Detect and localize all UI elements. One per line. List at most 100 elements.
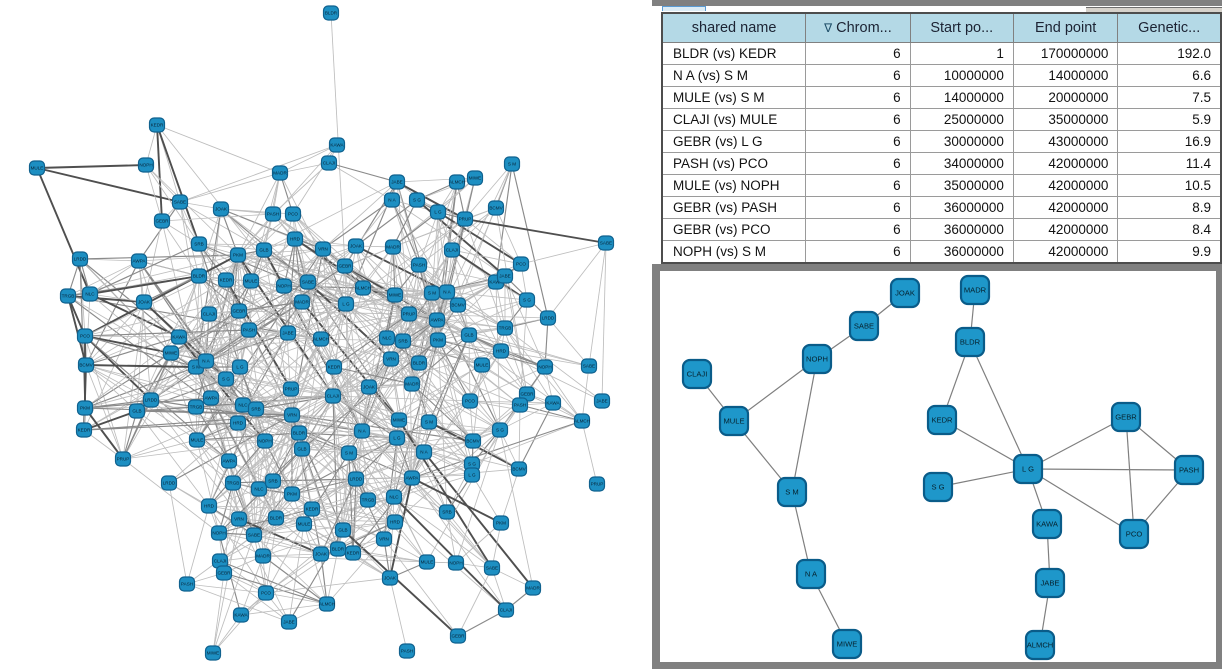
network-node[interactable]: SRB bbox=[247, 401, 265, 417]
table-cell[interactable]: 170000000 bbox=[1012, 42, 1119, 65]
table-cell[interactable]: 16.9 bbox=[1117, 130, 1221, 153]
network-node[interactable]: ALMCH bbox=[354, 280, 372, 296]
network-node-sabe[interactable]: SABE bbox=[848, 310, 880, 342]
network-node[interactable]: LRDD bbox=[71, 251, 89, 267]
network-node[interactable]: ALMCH bbox=[448, 174, 466, 190]
network-node[interactable]: KAWA bbox=[170, 329, 188, 345]
table-cell[interactable]: 14000000 bbox=[1012, 64, 1119, 87]
network-node[interactable]: VRN bbox=[230, 511, 248, 527]
network-node[interactable]: PKM bbox=[492, 515, 510, 531]
network-edge[interactable] bbox=[1027, 468, 1190, 471]
network-node[interactable]: HRD bbox=[492, 343, 510, 359]
network-node[interactable]: NOPH bbox=[137, 157, 155, 173]
network-node[interactable]: SRB bbox=[438, 504, 456, 520]
table-cell[interactable]: 42000000 bbox=[1012, 152, 1119, 175]
table-cell[interactable]: GEBR (vs) PASH bbox=[662, 196, 807, 219]
network-node[interactable]: JOAK bbox=[212, 201, 230, 217]
network-node[interactable]: JOAK bbox=[360, 379, 378, 395]
table-cell[interactable]: 42000000 bbox=[1012, 174, 1119, 197]
network-node[interactable]: PCO bbox=[461, 393, 479, 409]
network-node-miwe[interactable]: MIWE bbox=[831, 628, 863, 660]
table-cell[interactable]: 20000000 bbox=[1012, 86, 1119, 109]
network-node-madr[interactable]: MADR bbox=[959, 274, 991, 306]
network-node[interactable]: HRD bbox=[229, 415, 247, 431]
network-node[interactable]: MADR bbox=[524, 580, 542, 596]
network-node[interactable]: S G bbox=[491, 422, 509, 438]
network-node[interactable]: SRB bbox=[190, 236, 208, 252]
table-cell[interactable]: 36000000 bbox=[909, 240, 1014, 263]
column-header-endpoint[interactable]: End point bbox=[1012, 13, 1119, 43]
table-cell[interactable]: 43000000 bbox=[1012, 130, 1119, 153]
table-cell[interactable]: MULE (vs) S M bbox=[662, 86, 807, 109]
network-node[interactable]: LRDD bbox=[347, 471, 365, 487]
table-cell[interactable]: MULE (vs) NOPH bbox=[662, 174, 807, 197]
table-cell[interactable]: 6 bbox=[805, 64, 911, 87]
table-cell[interactable]: 6 bbox=[805, 42, 911, 65]
network-node[interactable]: NLC bbox=[378, 330, 396, 346]
network-node[interactable]: CLAJI bbox=[200, 306, 218, 322]
network-node[interactable]: SABE bbox=[580, 358, 598, 374]
network-node[interactable]: AWPA bbox=[220, 453, 238, 469]
network-node[interactable]: BCMV bbox=[77, 357, 95, 373]
network-node[interactable]: L G bbox=[231, 359, 249, 375]
network-node[interactable]: KAWA bbox=[328, 137, 346, 153]
network-node[interactable]: BLDR bbox=[190, 268, 208, 284]
network-node-joak[interactable]: JOAK bbox=[889, 277, 921, 309]
network-node[interactable]: N A bbox=[197, 353, 215, 369]
network-node[interactable]: TRGB bbox=[59, 288, 77, 304]
network-node[interactable]: KEDR bbox=[75, 422, 93, 438]
network-node[interactable]: KEDR bbox=[303, 501, 321, 517]
network-node[interactable]: VRN bbox=[283, 407, 301, 423]
table-cell[interactable]: GEBR (vs) L G bbox=[662, 130, 807, 153]
network-node[interactable]: N A bbox=[415, 444, 433, 460]
table-cell[interactable]: 6 bbox=[805, 174, 911, 197]
network-node[interactable]: MADR bbox=[271, 165, 289, 181]
network-node[interactable]: NOPH bbox=[536, 359, 554, 375]
network-node[interactable]: GEBR bbox=[449, 628, 467, 644]
table-row[interactable]: N A (vs) S M 6 10000000 14000000 6.6 bbox=[662, 64, 1221, 87]
table-cell[interactable]: 9.9 bbox=[1117, 240, 1221, 263]
network-node[interactable]: PRUP bbox=[456, 211, 474, 227]
network-node[interactable]: VRN bbox=[375, 531, 393, 547]
network-node[interactable]: JABE bbox=[279, 325, 297, 341]
network-node[interactable]: PRUP bbox=[588, 476, 606, 492]
network-node[interactable]: SABE bbox=[299, 274, 317, 290]
network-node[interactable]: MADR bbox=[254, 548, 272, 564]
network-node[interactable]: PRUP bbox=[400, 306, 418, 322]
network-node[interactable]: KAWA bbox=[232, 607, 250, 623]
network-node-kedr[interactable]: KEDR bbox=[926, 404, 958, 436]
table-cell[interactable]: 6 bbox=[805, 152, 911, 175]
network-node[interactable]: PRUP bbox=[282, 381, 300, 397]
table-cell[interactable]: 10.5 bbox=[1117, 174, 1221, 197]
network-node-bldr[interactable]: BLDR bbox=[954, 326, 986, 358]
table-cell[interactable]: 11.4 bbox=[1117, 152, 1221, 175]
result-network-canvas[interactable]: JOAK SABE NOPH CLAJI MULE S M N A MIWE MADR BLDR K… bbox=[660, 271, 1216, 662]
network-node[interactable]: PASH bbox=[264, 206, 282, 222]
network-node-gebr[interactable]: GEBR bbox=[1110, 401, 1142, 433]
network-node[interactable]: S M bbox=[420, 414, 438, 430]
network-node-lg[interactable]: L G bbox=[1012, 453, 1044, 485]
table-cell[interactable]: 6 bbox=[805, 108, 911, 131]
table-row[interactable]: GEBR (vs) PASH 6 36000000 42000000 8.9 bbox=[662, 196, 1221, 219]
network-node[interactable]: KEDR bbox=[217, 272, 235, 288]
table-row[interactable]: MULE (vs) NOPH 6 35000000 42000000 10.5 bbox=[662, 174, 1221, 197]
network-node[interactable]: VRN bbox=[382, 351, 400, 367]
network-node[interactable]: JABE bbox=[593, 393, 611, 409]
table-tab-fragment[interactable] bbox=[662, 6, 706, 11]
network-node[interactable]: JABE bbox=[496, 268, 514, 284]
table-cell[interactable]: 35000000 bbox=[909, 174, 1014, 197]
network-node[interactable]: SRB bbox=[394, 333, 412, 349]
network-node[interactable]: TRGB bbox=[224, 475, 242, 491]
table-cell[interactable]: CLAJI (vs) MULE bbox=[662, 108, 807, 131]
network-node[interactable]: MULE bbox=[295, 516, 313, 532]
network-node[interactable]: NOPH bbox=[210, 525, 228, 541]
table-cell[interactable]: 6 bbox=[805, 196, 911, 219]
network-node[interactable]: TRGB bbox=[496, 320, 514, 336]
network-node[interactable]: AWPA bbox=[403, 470, 421, 486]
table-row[interactable]: NOPH (vs) S M 6 36000000 42000000 9.9 bbox=[662, 240, 1221, 263]
network-node[interactable]: PASH bbox=[511, 397, 529, 413]
network-node[interactable]: S G bbox=[217, 371, 235, 387]
network-node-kawa[interactable]: KAWA bbox=[1031, 508, 1063, 540]
network-node[interactable]: CLAJI bbox=[324, 388, 342, 404]
table-cell[interactable]: GEBR (vs) PCO bbox=[662, 218, 807, 241]
